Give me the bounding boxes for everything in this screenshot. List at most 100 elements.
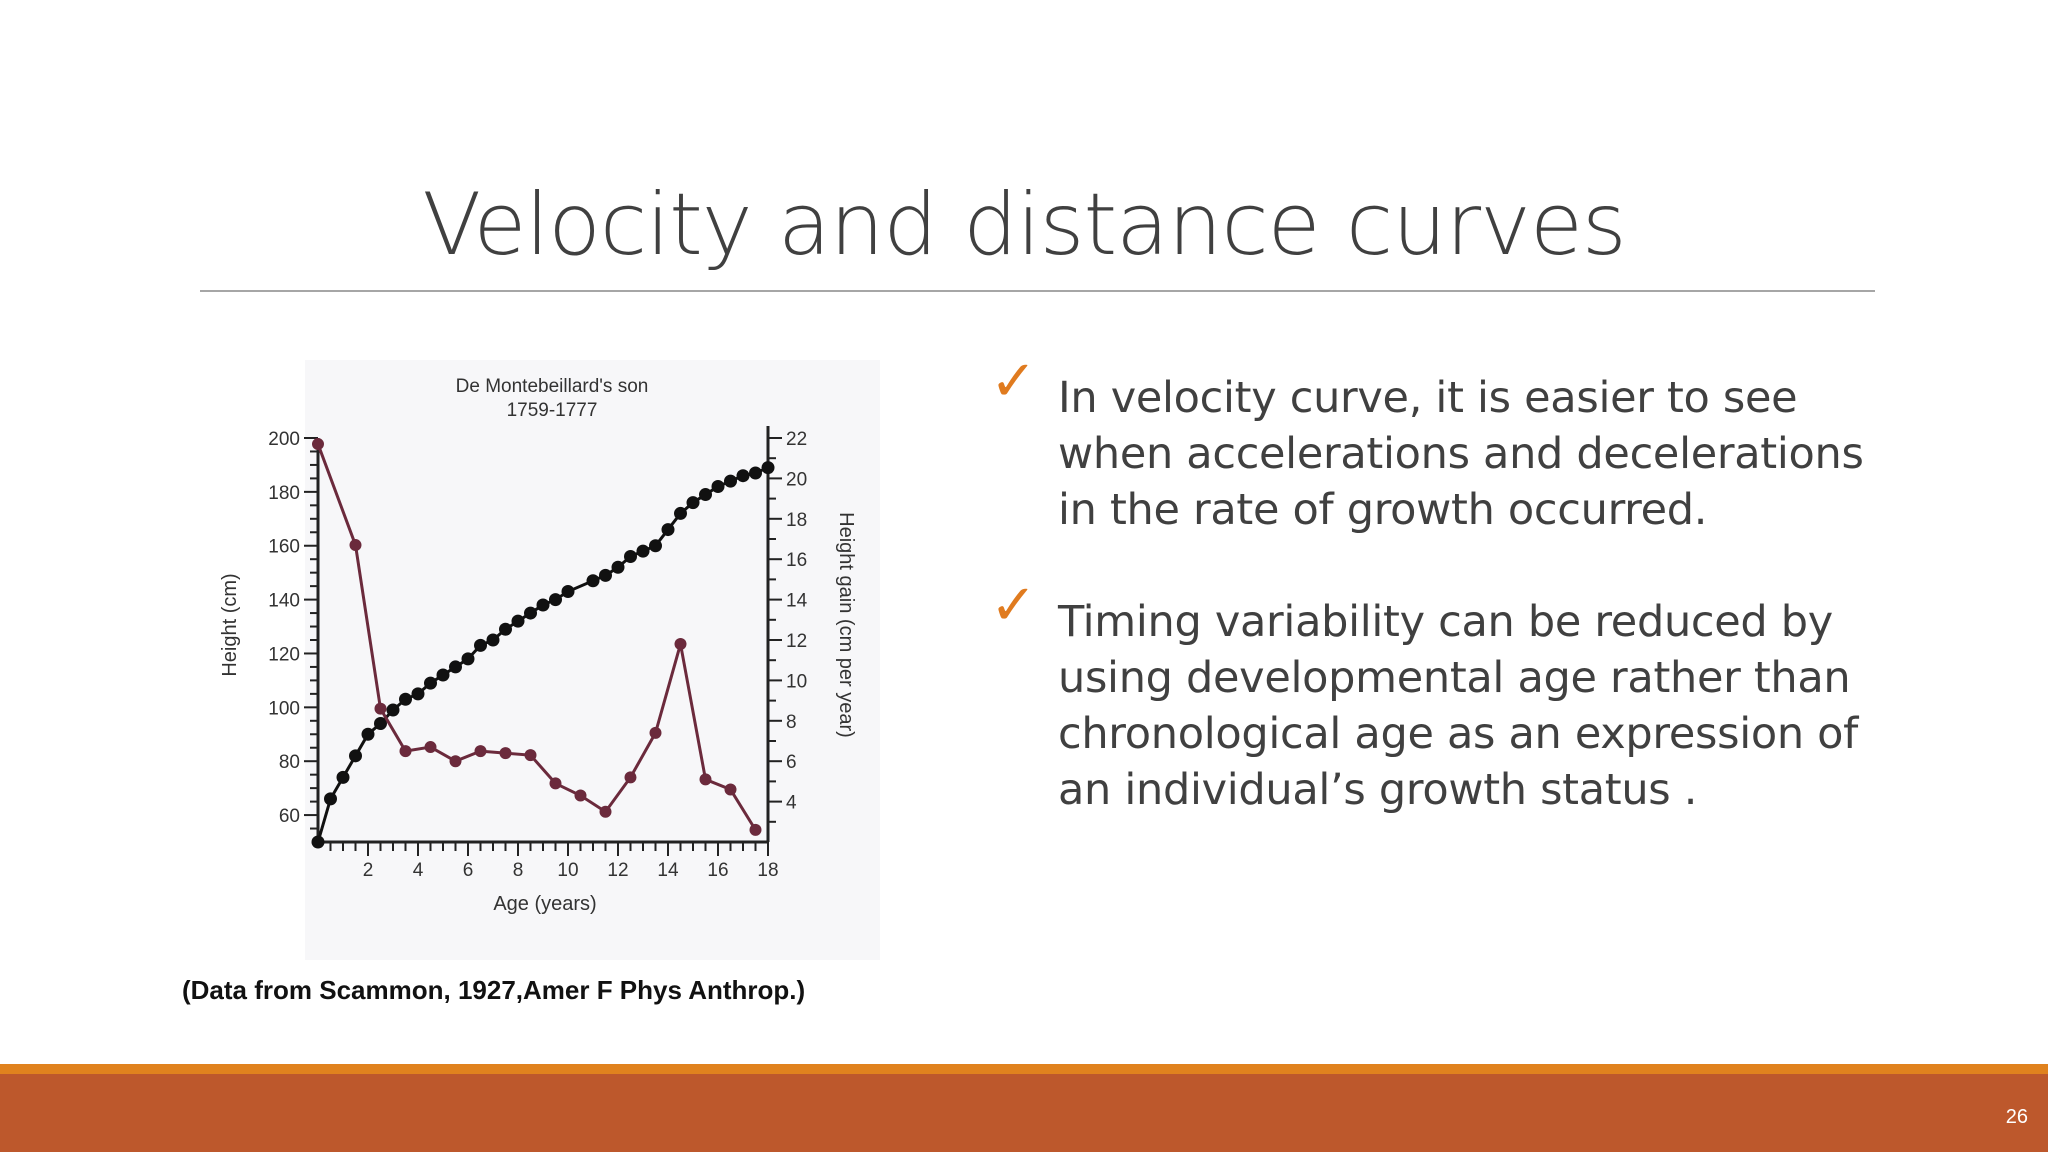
chart-title: De Montebeillard's son [456,376,649,397]
title-divider [200,290,1875,292]
y-right-axis-label: Height gain (cm per year) [835,512,857,738]
y-left-tick-label: 60 [279,806,300,827]
footer-accent-stripe [0,1064,2048,1074]
height-gain-point [349,539,362,552]
bullet-list: ✓ In velocity curve, it is easier to see… [990,352,1890,874]
y-right-tick-label: 22 [786,429,807,450]
height-point [624,550,637,564]
height-point [611,560,625,574]
chart-axes: 2 4 6 8 10 12 14 16 18 60 80 100 120 140 160 180 200 4 6 8 1… [268,426,808,881]
page-number: 26 [2005,1106,2028,1128]
y-right-tick-label: 16 [786,550,807,571]
y-right-tick-label: 12 [786,631,807,652]
height-point [561,585,575,599]
height-point [536,598,550,612]
y-left-tick-label: 80 [279,752,300,773]
y-left-tick-label: 120 [268,644,300,665]
x-tick-label: 6 [463,860,474,881]
bullet-item: ✓ Timing variability can be reduced by u… [990,576,1890,818]
y-right-tick-label: 14 [786,591,808,612]
height-point [549,593,562,607]
y-right-tick-label: 8 [786,712,797,733]
height-point [736,469,750,483]
height-gain-point [374,702,387,715]
slide-title: Velocity and distance curves [422,175,1626,275]
bullet-text: In velocity curve, it is easier to see w… [1058,373,1864,535]
height-point [524,606,537,620]
growth-chart: De Montebeillard's son 1759-1777 Height … [200,360,880,970]
y-left-tick-label: 160 [268,537,300,558]
height-gain-point [724,783,737,796]
data-source-caption: (Data from Scammon, 1927,Amer F Phys Ant… [182,975,806,1005]
height-gain-series-line [316,443,757,831]
height-gain-point [474,745,487,758]
height-point [686,496,700,510]
x-tick-label: 4 [413,860,424,881]
height-point [661,523,675,537]
height-point [636,544,650,558]
height-gain-point [699,773,712,786]
y-left-tick-label: 140 [268,591,300,612]
height-gain-point [449,755,462,768]
check-icon: ✓ [990,349,1037,414]
x-tick-label: 8 [513,860,524,881]
height-point [699,488,712,502]
height-gain-point [599,805,612,818]
y-right-tick-label: 10 [786,671,807,692]
x-tick-label: 12 [607,860,628,881]
height-point [374,716,387,730]
height-point [311,835,325,849]
height-gain-point [399,745,412,758]
height-point [486,633,500,647]
height-point [449,660,462,674]
chart-series [311,438,775,849]
growth-chart-svg: De Montebeillard's son 1759-1777 Height … [219,360,880,960]
chart-subtitle: 1759-1777 [507,400,598,421]
height-gain-point [524,749,537,762]
height-point [324,792,337,806]
x-tick-label: 10 [557,860,578,881]
height-gain-point [624,771,637,784]
bullet-text: Timing variability can be reduced by usi… [1058,597,1859,815]
height-gain-point [649,726,662,739]
height-point [386,703,400,717]
height-point [474,638,487,652]
x-tick-label: 2 [363,860,374,881]
x-tick-label: 16 [707,860,728,881]
height-point [436,668,450,682]
height-point [586,574,600,588]
bullet-item: ✓ In velocity curve, it is easier to see… [990,352,1890,538]
height-point [761,461,775,475]
height-point [499,622,512,636]
height-gain-point [312,438,324,451]
height-gain-point [424,741,437,754]
y-left-axis-label: Height (cm) [219,573,241,676]
footer-bar [0,1074,2048,1152]
height-gain-point [499,747,512,760]
height-gain-point [549,777,562,790]
height-point [399,692,412,706]
y-right-tick-label: 4 [786,793,797,814]
y-right-tick-label: 20 [786,469,807,490]
y-left-tick-label: 200 [268,429,300,450]
y-left-tick-label: 180 [268,483,300,504]
height-point [349,749,362,763]
height-point [674,506,687,520]
x-tick-label: 14 [657,860,679,881]
height-point [711,479,725,493]
height-point [411,687,425,701]
y-right-tick-label: 6 [786,752,797,773]
x-tick-label: 18 [757,860,778,881]
height-point [361,727,375,741]
height-gain-point [749,823,762,836]
height-point [461,652,475,666]
check-icon: ✓ [990,573,1037,638]
height-gain-point [574,789,587,802]
height-point [424,676,437,690]
height-gain-point [674,638,687,651]
x-axis-label: Age (years) [493,893,596,915]
y-left-tick-label: 100 [268,698,300,719]
height-point [749,466,762,480]
height-point [724,474,737,488]
height-point [336,770,350,784]
